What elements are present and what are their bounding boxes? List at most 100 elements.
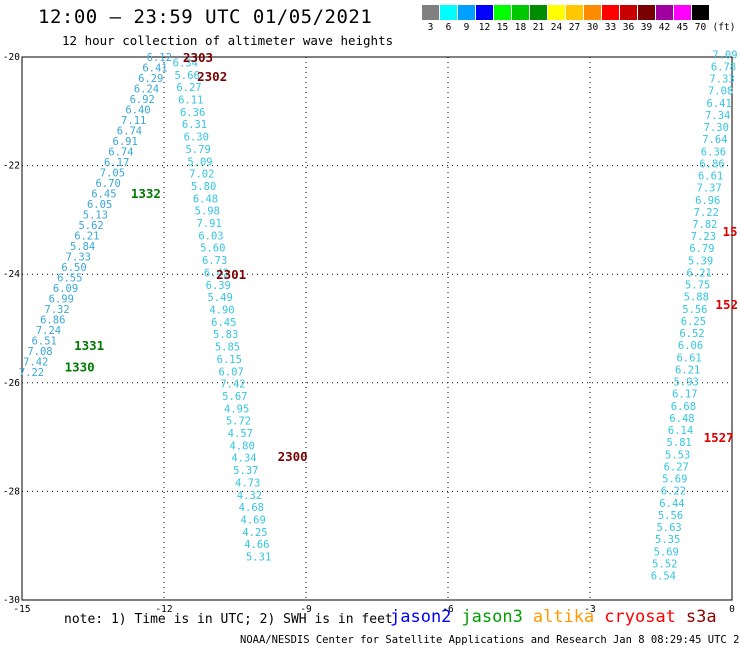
swh-value-middle: 5.60 — [200, 243, 225, 255]
footer-note: note: 1) Time is in UTC; 2) SWH is in fe… — [64, 612, 393, 627]
satellite-legend: jason2 jason3 altika cryosat s3a — [390, 607, 727, 627]
swh-value-middle: 5.37 — [233, 465, 258, 477]
swh-value-middle: 7.02 — [189, 169, 214, 181]
swh-value-right: 5.69 — [662, 474, 687, 486]
legend-swatch — [674, 5, 691, 20]
swh-value-right: 5.81 — [666, 437, 691, 449]
legend-label: 42 — [658, 22, 671, 33]
swh-value-left: 6.12 — [147, 52, 172, 64]
legend-swatch — [440, 5, 457, 20]
legend-label: 12 — [478, 22, 491, 33]
swh-value-left: 6.21 — [74, 230, 99, 242]
swh-value-right: 6.27 — [664, 461, 689, 473]
pass-labels: 2303 2302 1332 2301 1331 1330 2300 15 152 1527 — [65, 50, 738, 464]
pass-label: 152 — [715, 297, 738, 312]
map-title: 12:00 — 23:59 UTC 01/05/2021 — [38, 6, 373, 28]
pass-label: 1527 — [704, 430, 734, 445]
legend-swatch — [602, 5, 619, 20]
swh-value-middle: 6.36 — [180, 107, 205, 119]
swh-value-left: 5.84 — [70, 241, 95, 253]
x-tick-label: -15 — [13, 604, 30, 615]
swh-value-left: 7.42 — [23, 356, 48, 368]
swh-value-middle: 5.79 — [185, 144, 210, 156]
swh-value-left: 6.92 — [130, 94, 155, 106]
pass-label: 1332 — [131, 186, 161, 201]
swh-value-right: 6.54 — [651, 571, 676, 583]
swh-value-right: 7.08 — [708, 86, 733, 98]
swh-value-middle: 6.45 — [211, 317, 236, 329]
legend-swatch — [566, 5, 583, 20]
swh-value-middle: 5.83 — [213, 329, 238, 341]
swh-value-right: 5.75 — [685, 280, 710, 292]
swh-value-left: 6.74 — [108, 146, 133, 158]
legend-label: 21 — [532, 22, 545, 33]
swh-value-middle: 4.57 — [228, 428, 253, 440]
swh-value-right: 5.88 — [684, 292, 709, 304]
swh-value-left: 6.24 — [134, 83, 159, 95]
satellite-altika: altika — [532, 607, 595, 627]
legend-swatch — [620, 5, 637, 20]
swh-value-middle: 5.66 — [174, 70, 199, 82]
swh-value-left: 6.51 — [32, 335, 57, 347]
swh-value-left: 6.17 — [104, 157, 129, 169]
legend-swatch — [476, 5, 493, 20]
swh-value-middle: 4.95 — [224, 403, 249, 415]
swh-value-middle: 4.25 — [242, 527, 267, 539]
legend-swatch — [530, 5, 547, 20]
swh-value-middle: 4.69 — [241, 515, 266, 527]
swh-value-right: 6.21 — [686, 267, 711, 279]
legend-label: 70 — [694, 22, 707, 33]
swh-value-right: 6.52 — [679, 328, 704, 340]
legend-swatch — [656, 5, 673, 20]
swh-value-left: 7.05 — [100, 167, 125, 179]
swh-value-middle: 4.68 — [239, 502, 264, 514]
swh-value-right: 5.63 — [656, 522, 681, 534]
swh-value-left: 6.41 — [142, 62, 167, 74]
swh-value-right: 6.79 — [689, 243, 714, 255]
y-tick-label: -22 — [3, 161, 20, 172]
legend-label: 45 — [676, 22, 689, 33]
swh-value-left: 6.29 — [138, 73, 163, 85]
swh-value-left: 6.70 — [95, 178, 120, 190]
swh-value-right: 5.69 — [654, 546, 679, 558]
swh-value-right: 6.96 — [695, 195, 720, 207]
legend-label: 33 — [604, 22, 617, 33]
axis-ticks: -15 -12 -9 -6 -3 0-20-22-24-26-28-30 — [3, 52, 735, 615]
swh-value-right: 5.52 — [652, 558, 677, 570]
swh-value-middle: 7.42 — [220, 379, 245, 391]
legend-label: 36 — [622, 22, 635, 33]
swh-value-middle: 5.72 — [226, 416, 251, 428]
map-subtitle: 12 hour collection of altimeter wave hei… — [62, 33, 394, 48]
swh-value-right: 7.09 — [712, 49, 737, 61]
satellite-jason3: jason3 — [461, 607, 523, 627]
swh-value-right: 7.37 — [697, 183, 722, 195]
swh-value-right: 6.44 — [659, 498, 684, 510]
swh-value-right: 7.82 — [692, 219, 717, 231]
swh-value-middle: 5.67 — [222, 391, 247, 403]
swh-value-left: 6.86 — [40, 314, 65, 326]
swh-value-right: 6.22 — [661, 486, 686, 498]
legend-label: 18 — [514, 22, 527, 33]
swh-value-middle: 5.85 — [215, 342, 240, 354]
legend-label: 9 — [463, 22, 470, 33]
swh-value-right: 6.68 — [671, 401, 696, 413]
track-values: 6.126.416.296.246.926.407.116.746.916.74… — [19, 49, 738, 582]
swh-value-left: 7.33 — [66, 251, 91, 263]
pass-label: 1331 — [74, 338, 104, 353]
swh-value-right: 7.34 — [705, 110, 730, 122]
y-tick-label: -26 — [3, 378, 20, 389]
pass-label: 2303 — [183, 50, 213, 65]
x-tick-label: -6 — [442, 604, 454, 615]
legend-swatch — [422, 5, 439, 20]
swh-value-left: 6.45 — [91, 188, 116, 200]
swh-value-middle: 6.73 — [202, 255, 227, 267]
swh-value-right: 6.61 — [676, 352, 701, 364]
legend-label: 3 — [427, 22, 434, 33]
legend-swatch — [584, 5, 601, 20]
swh-value-right: 5.35 — [655, 534, 680, 546]
swh-value-middle: 6.11 — [178, 94, 203, 106]
swh-value-left: 7.32 — [44, 304, 69, 316]
legend-swatch — [458, 5, 475, 20]
swh-value-middle: 4.90 — [209, 304, 234, 316]
